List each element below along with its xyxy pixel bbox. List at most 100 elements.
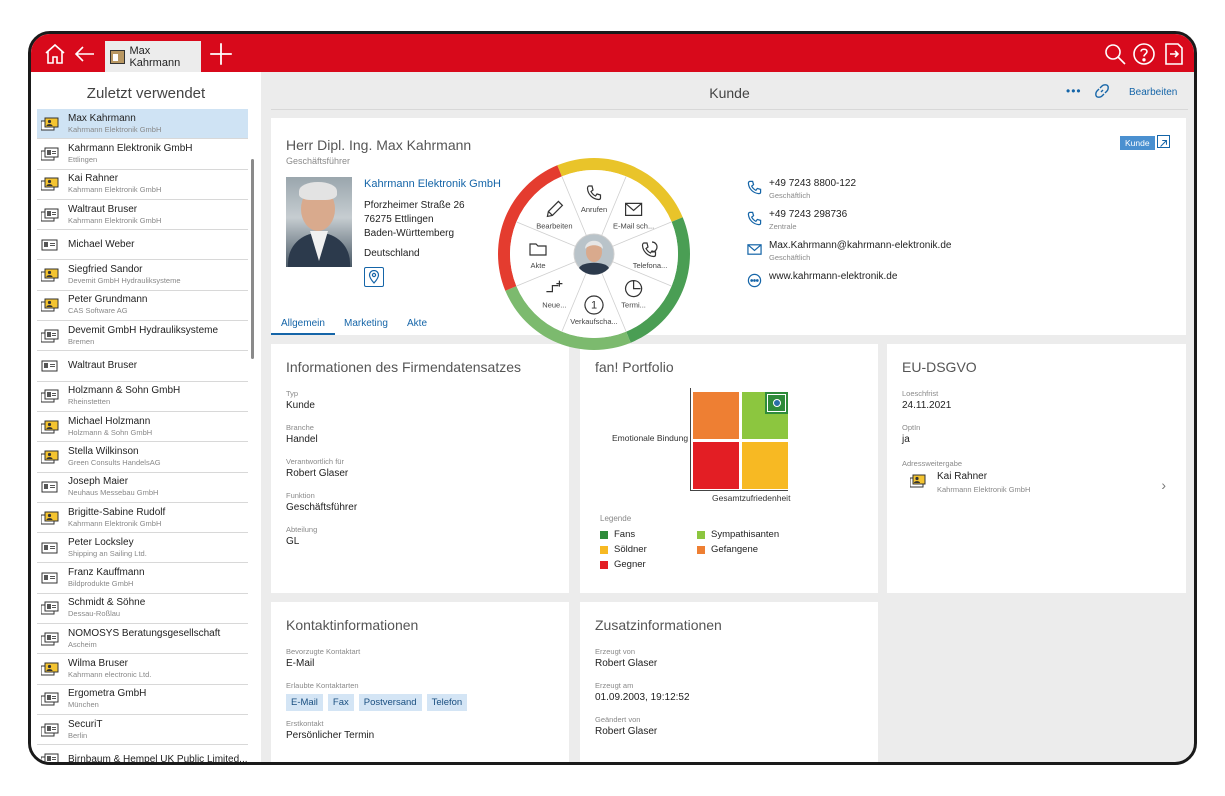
avatar-face [586, 242, 602, 262]
list-item-text: Waltraut Bruser Kahrmann Elektronik GmbH [68, 204, 161, 226]
list-item-sub: Ettlingen [68, 154, 98, 164]
list-item-text: Waltraut Bruser [68, 360, 137, 372]
company-info-card: Informationen des Firmendatensatzes Typ K… [271, 344, 569, 593]
wheel-action-6[interactable]: Akte [529, 243, 547, 270]
contact-value: +49 7243 8800-122 [769, 178, 857, 189]
list-item[interactable]: Kahrmann Elektronik GmbH Ettlingen [37, 139, 248, 170]
list-item-text: Peter Grundmann CAS Software AG [68, 294, 148, 316]
list-item-sub: Green Consults HandelsAG [68, 457, 161, 467]
list-item[interactable]: Brigitte-Sabine Rudolf Kahrmann Elektroni… [37, 503, 248, 534]
zusatz-fields: Erzeugt von Robert Glaser Erzeugt am 01.09.… [595, 647, 690, 749]
list-item[interactable]: Schmidt & Söhne Dessau-Roßlau [37, 594, 248, 625]
list-item-name: SecuriT [68, 718, 103, 730]
help-icon[interactable] [1132, 42, 1156, 66]
person-icon [909, 474, 926, 493]
list-item-name: Peter Grundmann [68, 294, 148, 306]
field-label: Erzeugt von [595, 647, 636, 656]
company-icon [40, 692, 59, 706]
list-item[interactable]: Michael Weber [37, 230, 248, 261]
company-icon [40, 208, 59, 222]
person-icon [40, 662, 59, 676]
sidebar-scrollbar[interactable] [251, 117, 254, 721]
list-item-text: Brigitte-Sabine Rudolf Kahrmann Elektroni… [68, 507, 165, 529]
list-item[interactable]: Waltraut Bruser [37, 351, 248, 382]
tab-akte[interactable]: Akte [407, 318, 428, 329]
search-icon[interactable] [1103, 42, 1127, 66]
adr-name: Kai Rahner [937, 471, 988, 482]
list-item[interactable]: Peter Grundmann CAS Software AG [37, 291, 248, 322]
field-label: Erstkontakt [286, 719, 324, 728]
list-item-sub: CAS Software AG [68, 306, 128, 316]
list-item[interactable]: Holzmann & Sohn GmbH Rheinstetten [37, 382, 248, 412]
list-item[interactable]: Franz Kauffmann Bildprodukte GmbH [37, 563, 248, 594]
tab-marketing[interactable]: Marketing [344, 318, 388, 329]
contact-email[interactable]: Max.Kahrmann@kahrmann-elektronik.de Gesc… [747, 240, 1007, 270]
wheel-action-7[interactable]: Bearbeiten [536, 200, 573, 230]
tab-allgemein[interactable]: Allgemein [271, 318, 335, 335]
list-item[interactable]: Max Kahrmann Kahrmann Elektronik GmbH [37, 109, 248, 140]
list-item[interactable]: SecuriT Berlin [37, 715, 248, 746]
list-item[interactable]: Wilma Bruser Kahrmann electronic Ltd. [37, 654, 248, 685]
logout-icon[interactable] [1162, 42, 1186, 66]
new-tab-plus-icon[interactable] [209, 42, 233, 66]
wheel-ring-arc [505, 286, 631, 350]
adr-weitergabe-row[interactable]: Kai Rahner Kahrmann Elektronik GmbH › [902, 468, 1172, 502]
phone-call-icon [641, 241, 658, 258]
field-value: ja [902, 434, 910, 445]
list-item-name: Holzmann & Sohn GmbH [68, 385, 181, 397]
list-item-sub: Rheinstetten [68, 397, 111, 407]
folder-icon [529, 243, 547, 256]
contact-position-marker [767, 394, 786, 412]
list-item[interactable]: Waltraut Bruser Kahrmann Elektronik GmbH [37, 200, 248, 231]
card-title: Zusatzinformationen [595, 617, 722, 633]
list-item[interactable]: Michael Holzmann Holzmann & Sohn GmbH [37, 412, 248, 443]
wheel-action-1[interactable]: E-Mail sch... [613, 202, 654, 230]
person-icon [40, 298, 59, 312]
list-item[interactable]: Kai Rahner Kahrmann Elektronik GmbH [37, 170, 248, 200]
avatar-suit [579, 262, 609, 275]
contact-phone-central[interactable]: +49 7243 298736 Zentrale [747, 209, 1007, 239]
list-item-name: NOMOSYS Beratungsgesellschaft [68, 627, 221, 639]
contact-phone-business[interactable]: +49 7243 8800-122 Geschäftlich [747, 178, 1007, 208]
open-external-icon[interactable] [1157, 135, 1170, 148]
list-item[interactable]: Stella Wilkinson Green Consults HandelsAG [37, 442, 248, 473]
portfolio-y-label: Emotionale Bindung [612, 433, 689, 443]
wheel-divider [612, 261, 672, 287]
tab-label: Max Kahrmann [129, 44, 181, 69]
list-item-text: Peter Locksley Shipping an Sailing Ltd. [68, 537, 147, 559]
list-item-sub: Ascheim [68, 639, 97, 649]
contact-label: Geschäftlich [769, 253, 811, 262]
list-item[interactable]: Ergometra GmbH München [37, 685, 248, 715]
person-icon [40, 450, 59, 464]
list-item[interactable]: Devemit GmbH Hydrauliksysteme Bremen [37, 321, 248, 352]
list-item[interactable]: Birnbaum & Hempel UK Public Limited... [37, 745, 248, 762]
wheel-action-4[interactable]: 1 Verkaufscha... [570, 295, 618, 326]
wheel-divider [561, 272, 587, 332]
wheel-divider [601, 176, 627, 236]
wheel-action-3[interactable]: Termi... [621, 279, 646, 310]
list-item-sub: Kahrmann Elektronik GmbH [68, 215, 162, 225]
list-item[interactable]: NOMOSYS Beratungsgesellschaft Ascheim [37, 624, 248, 655]
company-link[interactable]: Kahrmann Elektronik GmbH [364, 178, 501, 190]
wheel-action-2[interactable]: Telefona... [633, 241, 668, 270]
home-icon[interactable] [43, 42, 67, 66]
list-item[interactable]: Peter Locksley Shipping an Sailing Ltd. [37, 533, 248, 564]
list-item[interactable]: Joseph Maier Neuhaus Messebau GmbH [37, 473, 248, 503]
wheel-action-5[interactable]: Neue... [542, 280, 566, 310]
wheel-action-0[interactable]: Anrufen [581, 185, 607, 214]
list-item-sub: Bildprodukte GmbH [68, 579, 134, 589]
list-item-text: Michael Holzmann Holzmann & Sohn GmbH [68, 416, 152, 438]
back-arrow-icon[interactable] [73, 42, 97, 66]
list-item[interactable]: Siegfried Sandor Devemit GmbH Hydrauliksy… [37, 260, 248, 291]
field-label: Funktion [286, 491, 315, 500]
map-pin-button[interactable] [364, 267, 384, 287]
contact-website[interactable]: www.kahrmann-elektronik.de [747, 271, 1007, 301]
edit-button[interactable]: Bearbeiten [1129, 87, 1178, 98]
tab-max-kahrmann[interactable]: Max Kahrmann [105, 41, 201, 72]
list-item-text: Devemit GmbH Hydrauliksysteme Bremen [68, 325, 218, 347]
link-icon[interactable] [1094, 83, 1110, 99]
adr-label: Adressweitergabe [902, 459, 963, 468]
more-options-icon[interactable]: ••• [1066, 84, 1082, 98]
wheel-action-label: Termi... [621, 301, 646, 310]
